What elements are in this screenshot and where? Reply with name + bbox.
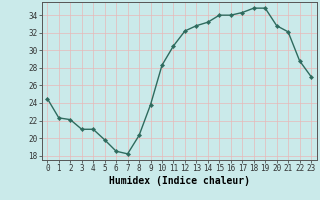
- X-axis label: Humidex (Indice chaleur): Humidex (Indice chaleur): [109, 176, 250, 186]
